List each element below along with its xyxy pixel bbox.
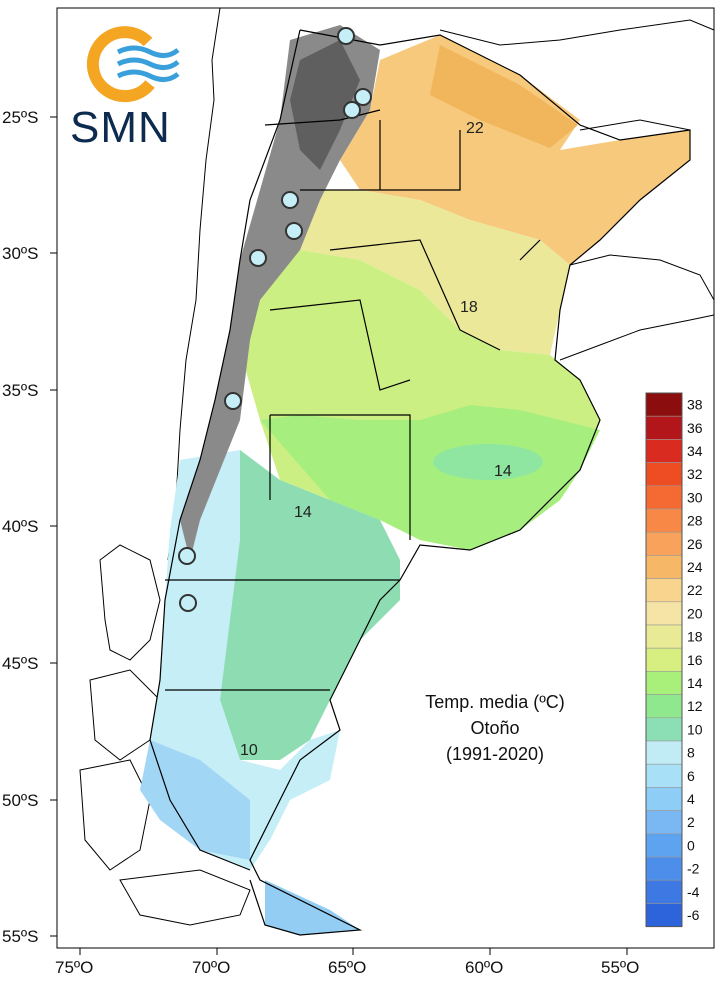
- legend-label: -4: [687, 884, 700, 900]
- logo-ring: [86, 26, 155, 103]
- isotherm-label-14-south: 14: [294, 504, 312, 521]
- legend-label: 22: [687, 582, 703, 598]
- legend-swatch: [645, 462, 683, 487]
- legend-label: 12: [687, 698, 703, 714]
- legend-swatch: [645, 903, 683, 927]
- temperature-zones: [140, 25, 690, 935]
- isotherm-label-22: 22: [466, 120, 484, 137]
- legend-swatch: [645, 787, 683, 811]
- legend-swatch: [645, 856, 683, 881]
- legend-label: 28: [687, 513, 703, 529]
- legend-swatch: [645, 601, 683, 626]
- legend-swatch: [645, 439, 683, 463]
- legend-swatch: [645, 879, 683, 904]
- lon-tick: 75ºO: [55, 958, 93, 977]
- logo-text: SMN: [70, 103, 171, 152]
- legend-label: 36: [687, 420, 703, 436]
- legend-swatch: [645, 508, 683, 533]
- legend-label: 38: [687, 397, 703, 413]
- legend-swatch: [645, 647, 683, 672]
- legend-label: 4: [687, 791, 695, 807]
- legend-swatch: [645, 578, 683, 603]
- legend-label: 6: [687, 768, 695, 784]
- lat-axis: 25ºS 30ºS 35ºS 40ºS 45ºS 50ºS 55ºS: [2, 108, 57, 946]
- province-borders: [149, 29, 691, 936]
- country-borders: [167, 7, 715, 561]
- logo-waves: [116, 45, 180, 82]
- map-title-season: Otoño: [470, 718, 519, 738]
- legend-label: 26: [687, 536, 703, 552]
- isotherm-label-10: 10: [240, 742, 258, 759]
- legend-label: 18: [687, 629, 703, 645]
- legend-label: 34: [687, 443, 703, 459]
- legend-swatch: [645, 624, 683, 649]
- legend-swatch: [645, 555, 683, 579]
- lon-tick: 65ºO: [328, 958, 366, 977]
- legend-swatch: [645, 833, 683, 858]
- lat-tick: 55ºS: [2, 927, 38, 946]
- legend-swatch: [645, 415, 683, 440]
- legend-swatch: [645, 763, 683, 788]
- lat-tick: 40ºS: [2, 517, 38, 536]
- smn-logo: SMN: [70, 26, 180, 152]
- legend-swatch: [645, 740, 683, 765]
- map-title-variable: Temp. media (ºC): [425, 692, 565, 712]
- legend-label: 30: [687, 489, 703, 505]
- isotherm-label-18: 18: [460, 299, 478, 316]
- lat-tick: 45ºS: [2, 654, 38, 673]
- lon-axis: 75ºO 70ºO 65ºO 60ºO 55ºO: [55, 948, 639, 977]
- legend-swatch: [645, 671, 683, 695]
- legend-label: 32: [687, 466, 703, 482]
- legend-swatch: [645, 485, 683, 510]
- legend-label: 10: [687, 721, 703, 737]
- lat-tick: 30ºS: [2, 244, 38, 263]
- chile-coast: [79, 544, 251, 926]
- legend-label: 8: [687, 745, 695, 761]
- legend-label: 24: [687, 559, 703, 575]
- legend-label: 16: [687, 652, 703, 668]
- map-title-period: (1991-2020): [446, 744, 544, 764]
- legend-label: -2: [687, 861, 700, 877]
- legend-swatch: [645, 694, 683, 719]
- legend-swatch: [645, 531, 683, 556]
- legend-label: 2: [687, 814, 695, 830]
- isotherm-label-14-north: 14: [494, 463, 512, 480]
- lon-tick: 60ºO: [465, 958, 503, 977]
- lat-tick: 35ºS: [2, 381, 38, 400]
- station-markers: [178, 27, 372, 612]
- legend-label: 14: [687, 675, 703, 691]
- colorbar-legend: 38363432302826242220181614121086420-2-4-…: [645, 392, 703, 928]
- legend-swatch: [645, 392, 683, 417]
- lon-tick: 55ºO: [601, 958, 639, 977]
- lat-tick: 25ºS: [2, 108, 38, 127]
- lat-tick: 50ºS: [2, 791, 38, 810]
- legend-frame: [645, 392, 683, 928]
- legend-swatch: [645, 810, 683, 835]
- legend-label: 0: [687, 837, 695, 853]
- legend-swatch: [645, 717, 683, 742]
- lon-tick: 70ºO: [192, 958, 230, 977]
- legend-label: -6: [687, 907, 700, 923]
- legend-label: 20: [687, 605, 703, 621]
